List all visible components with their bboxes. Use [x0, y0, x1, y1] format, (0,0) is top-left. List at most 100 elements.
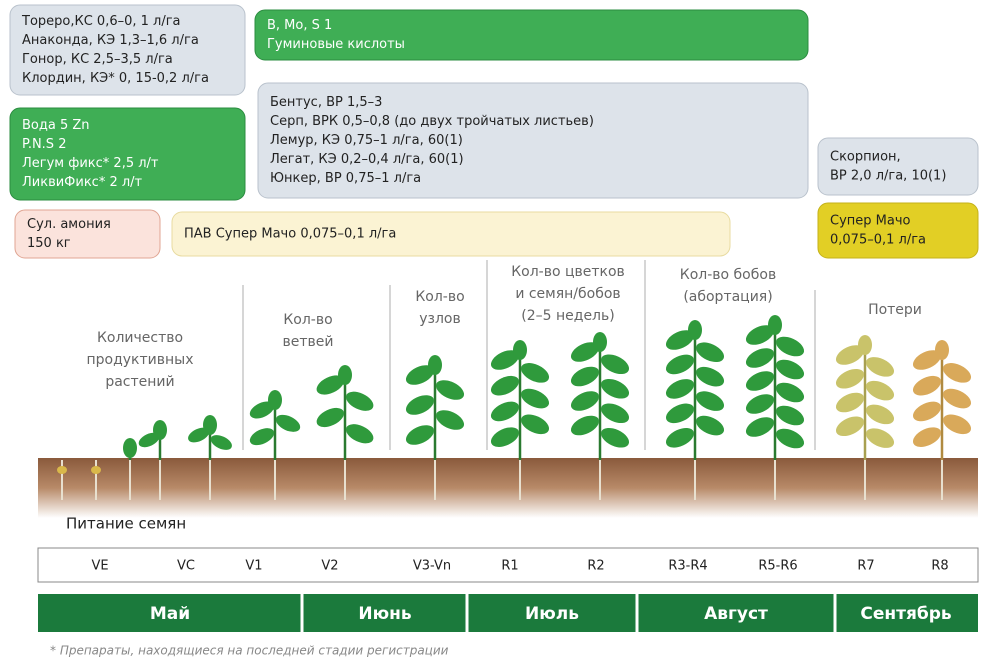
stage-heading: продуктивных [86, 352, 193, 368]
leaf [488, 372, 522, 400]
leaf [863, 353, 897, 381]
leaf [203, 415, 217, 435]
box-line: ПАВ Супер Мачо 0,075–0,1 л/га [184, 227, 396, 242]
month-label: Сентябрь [860, 604, 951, 624]
leaf [518, 410, 552, 438]
stage-heading: Кол-во [415, 289, 464, 305]
box-line: Клордин, КЭ* 0, 15-0,2 л/га [22, 71, 209, 86]
stage-label: R7 [857, 559, 874, 574]
leaf [403, 391, 437, 419]
leaf [268, 390, 282, 410]
leaf [598, 424, 632, 452]
leaf [247, 425, 277, 449]
leaf [910, 398, 944, 426]
leaf [343, 420, 376, 447]
leaf [518, 359, 552, 387]
leaf [688, 320, 702, 340]
seed [91, 466, 101, 474]
stage-heading: Потери [868, 302, 922, 318]
info-box [255, 10, 808, 60]
stage-label: R1 [501, 559, 518, 574]
leaf [518, 385, 552, 413]
stage-label: VE [91, 559, 108, 574]
leaf [123, 438, 137, 458]
stage-label: R2 [587, 559, 604, 574]
leaf [743, 344, 777, 372]
leaf [208, 432, 234, 453]
box-line: Бентус, ВР 1,5–3 [270, 95, 382, 110]
month-label: Июнь [358, 604, 411, 624]
seed-nutrition: Питание семян [66, 515, 186, 533]
leaf [598, 399, 632, 427]
box-line: 0,075–0,1 л/га [830, 233, 926, 248]
leaf [863, 401, 897, 429]
box-line: Гуминовые кислоты [267, 37, 405, 52]
box-line: Анаконда, КЭ 1,3–1,6 л/га [22, 33, 199, 48]
leaf [863, 424, 897, 452]
leaf [773, 379, 807, 407]
info-box [818, 203, 978, 258]
stage-heading: и семян/бобов [515, 286, 620, 302]
leaf [935, 340, 949, 360]
box-line: Лемур, КЭ 0,75–1 л/га, 60(1) [270, 133, 463, 148]
leaf [568, 412, 602, 440]
leaf [910, 423, 944, 451]
leaf [428, 355, 442, 375]
leaf [773, 402, 807, 430]
footnote: * Препараты, находящиеся на последней ст… [50, 644, 449, 658]
leaf [940, 385, 974, 413]
infographic: Питание семян * Препараты, находящиеся н… [0, 0, 996, 664]
month-label: Июль [525, 604, 579, 624]
stage-label: R3-R4 [668, 559, 707, 574]
box-line: 150 кг [27, 236, 71, 251]
box-line: Гонор, КС 2,5–3,5 л/га [22, 52, 173, 67]
box-line: P.N.S 2 [22, 137, 66, 152]
leaf [773, 425, 807, 453]
leaf [433, 376, 467, 404]
stage-label: VC [177, 559, 195, 574]
leaf [568, 387, 602, 415]
leaf [693, 387, 727, 415]
leaf [343, 388, 376, 415]
stage-heading: Кол-во цветков [511, 264, 625, 280]
leaf [153, 420, 167, 440]
leaf [488, 398, 522, 426]
leaf [743, 367, 777, 395]
month-label: Август [704, 604, 768, 624]
stage-heading: узлов [419, 311, 461, 327]
month-label: Май [150, 604, 190, 624]
stage-label: V2 [321, 559, 338, 574]
stage-heading: растений [105, 374, 174, 390]
stage-label: V1 [245, 559, 262, 574]
leaf [768, 315, 782, 335]
info-box [818, 138, 978, 195]
leaf [598, 375, 632, 403]
leaf [338, 365, 352, 385]
leaf [693, 338, 727, 366]
leaf [314, 404, 347, 431]
leaf [593, 332, 607, 352]
stage-heading: Количество [97, 330, 183, 346]
box-line: Серп, ВРК 0,5–0,8 (до двух тройчатых лис… [270, 114, 594, 129]
box-line: ВР 2,0 л/га, 10(1) [830, 169, 946, 184]
leaf [773, 333, 807, 361]
leaf [598, 350, 632, 378]
leaf [663, 375, 697, 403]
box-line: Легум фикс* 2,5 л/т [22, 156, 159, 171]
soil [38, 458, 978, 518]
box-line: Сул. амония [27, 217, 111, 232]
box-line: Легат, КЭ 0,2–0,4 л/га, 60(1) [270, 152, 464, 167]
leaf [403, 421, 437, 449]
leaf [743, 390, 777, 418]
leaf [773, 356, 807, 384]
leaf [513, 340, 527, 360]
leaf [693, 412, 727, 440]
leaf [833, 389, 867, 417]
stage-label: V3-Vn [413, 559, 451, 574]
stage-heading: ветвей [283, 334, 334, 350]
leaf [910, 372, 944, 400]
leaf [663, 424, 697, 452]
leaf [568, 363, 602, 391]
box-line: Тореро,КС 0,6–0, 1 л/га [21, 14, 181, 29]
box-line: Скорпион, [830, 150, 901, 165]
